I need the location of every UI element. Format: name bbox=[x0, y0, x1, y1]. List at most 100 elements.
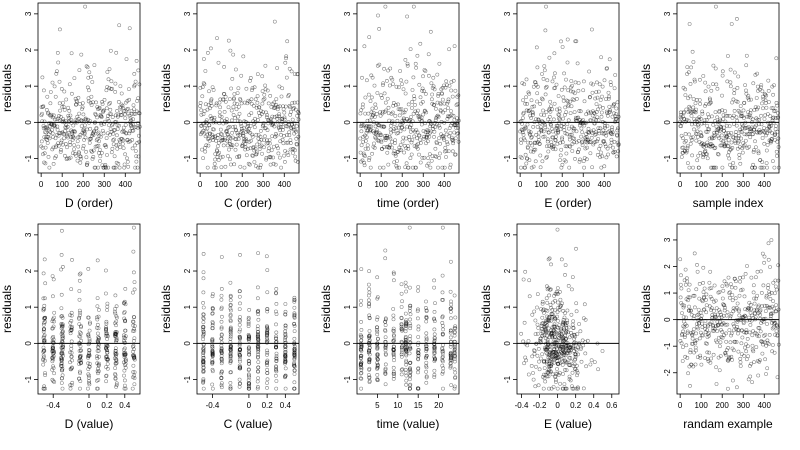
data-point bbox=[580, 130, 585, 135]
data-point bbox=[43, 371, 47, 375]
y-tick-label: -1 bbox=[503, 375, 512, 383]
data-point bbox=[67, 82, 72, 87]
data-point bbox=[266, 101, 271, 106]
data-point bbox=[262, 92, 267, 97]
data-point bbox=[99, 115, 104, 119]
data-point bbox=[382, 91, 387, 96]
data-point bbox=[452, 386, 457, 391]
data-point bbox=[383, 256, 388, 261]
data-point bbox=[451, 78, 456, 83]
data-point bbox=[440, 298, 445, 302]
data-point bbox=[448, 162, 453, 167]
data-point bbox=[449, 299, 453, 304]
data-point bbox=[98, 154, 103, 159]
data-point bbox=[256, 251, 260, 255]
data-point bbox=[708, 269, 713, 274]
data-point bbox=[104, 357, 109, 361]
data-point bbox=[769, 314, 773, 319]
data-point bbox=[589, 358, 594, 363]
data-point bbox=[403, 280, 408, 285]
data-point bbox=[256, 332, 260, 337]
data-point bbox=[255, 379, 260, 384]
data-point bbox=[721, 288, 726, 293]
data-point bbox=[78, 344, 83, 349]
data-point bbox=[549, 140, 554, 145]
data-point bbox=[542, 366, 547, 370]
data-point bbox=[237, 104, 241, 109]
data-point bbox=[68, 320, 73, 325]
data-point bbox=[255, 142, 259, 147]
data-point bbox=[113, 362, 118, 366]
data-point bbox=[50, 319, 55, 324]
data-point bbox=[454, 103, 459, 107]
data-point bbox=[229, 328, 233, 333]
data-point bbox=[541, 307, 546, 312]
data-point bbox=[773, 284, 778, 289]
data-point bbox=[580, 143, 585, 147]
data-point bbox=[686, 295, 691, 300]
data-point bbox=[238, 366, 242, 371]
data-point bbox=[59, 292, 64, 297]
data-point bbox=[132, 270, 136, 275]
data-point bbox=[552, 101, 557, 106]
data-point bbox=[233, 147, 238, 152]
data-point bbox=[265, 332, 270, 337]
data-point bbox=[564, 151, 569, 156]
data-point bbox=[737, 156, 742, 161]
data-point bbox=[59, 357, 64, 362]
data-point bbox=[774, 56, 779, 61]
data-point bbox=[745, 318, 750, 323]
data-point bbox=[444, 83, 449, 87]
data-point bbox=[395, 165, 400, 170]
y-tick-label: 3 bbox=[663, 237, 672, 242]
data-point bbox=[728, 290, 732, 295]
y-axis-label: residuals bbox=[159, 285, 173, 333]
data-point bbox=[440, 332, 445, 337]
data-point bbox=[43, 145, 48, 150]
data-point bbox=[545, 139, 550, 144]
data-point bbox=[569, 79, 574, 83]
plot-frame bbox=[37, 2, 141, 174]
data-point bbox=[448, 165, 452, 170]
data-point bbox=[734, 340, 739, 344]
data-point bbox=[416, 307, 420, 312]
data-point bbox=[684, 117, 689, 122]
data-point bbox=[399, 291, 404, 296]
data-point bbox=[201, 252, 206, 256]
data-point bbox=[728, 162, 732, 167]
data-point bbox=[218, 105, 222, 110]
data-point bbox=[366, 146, 370, 151]
plot-frame bbox=[516, 223, 620, 395]
data-point bbox=[545, 361, 550, 366]
data-point bbox=[553, 138, 558, 143]
data-point bbox=[440, 290, 445, 295]
data-point bbox=[686, 161, 690, 165]
data-point bbox=[764, 93, 769, 98]
data-point bbox=[95, 345, 100, 349]
data-point bbox=[424, 374, 429, 379]
data-point bbox=[374, 129, 379, 134]
data-point bbox=[415, 136, 419, 141]
data-point bbox=[104, 291, 108, 296]
data-point bbox=[776, 145, 781, 149]
data-point bbox=[137, 139, 142, 144]
data-point bbox=[774, 309, 779, 314]
data-point bbox=[547, 55, 552, 60]
data-point bbox=[60, 105, 65, 109]
data-point bbox=[51, 115, 55, 120]
data-point bbox=[360, 158, 365, 163]
y-tick-label: 2 bbox=[663, 47, 672, 52]
data-point bbox=[277, 84, 282, 89]
data-point bbox=[86, 315, 90, 320]
data-point bbox=[521, 110, 526, 115]
data-point bbox=[69, 51, 74, 56]
data-point bbox=[359, 362, 363, 367]
data-point bbox=[532, 104, 537, 109]
data-point bbox=[691, 60, 696, 64]
data-point bbox=[230, 130, 234, 135]
data-point bbox=[567, 345, 572, 349]
data-point bbox=[378, 165, 382, 170]
y-tick-label: 2 bbox=[503, 268, 512, 273]
x-tick-label: 200 bbox=[556, 180, 570, 189]
